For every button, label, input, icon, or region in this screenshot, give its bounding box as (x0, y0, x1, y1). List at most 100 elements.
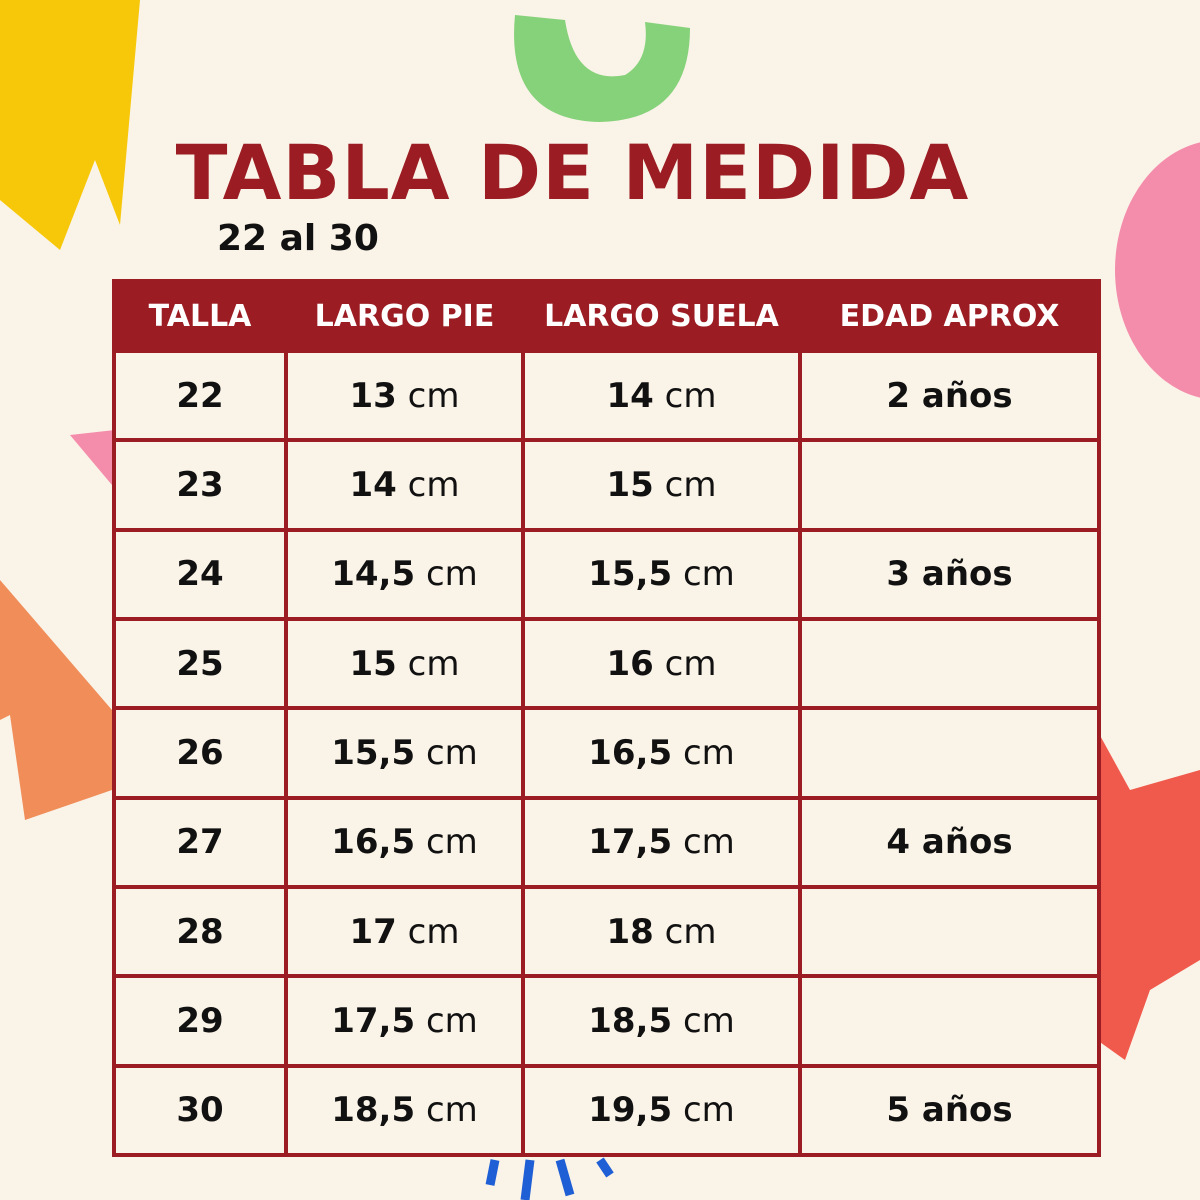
red-star (1097, 730, 1200, 1060)
measure-value: 16 (606, 643, 654, 684)
table-row: 29 17,5 cm 18,5 cm (112, 974, 1101, 1068)
age: 2 años (886, 375, 1013, 416)
measure-unit: cm (682, 732, 735, 773)
measure-value: 15,5 (331, 732, 416, 773)
measure-unit: cm (407, 911, 460, 952)
size-cell: 29 (112, 974, 288, 1068)
table-body: 22 13 cm 14 cm 2 años 23 14 cm 15 cm 24 14,5 cm 1… (112, 348, 1101, 1158)
size-cell: 22 (112, 348, 288, 443)
subtitle: 22 al 30 (217, 218, 379, 259)
measure-value: 17,5 (331, 1000, 416, 1041)
largo-suela-cell: 15 cm (521, 438, 802, 532)
measure-value: 18,5 (331, 1090, 416, 1131)
measure-value: 15 (349, 643, 397, 684)
table-row: 24 14,5 cm 15,5 cm 3 años (112, 527, 1101, 621)
measure-value: 14 (349, 464, 397, 505)
measure-value: 17 (349, 911, 397, 952)
largo-suela-cell: 18 cm (521, 884, 802, 979)
size: 28 (176, 911, 224, 952)
age-cell (798, 706, 1101, 800)
measure-unit: cm (664, 643, 717, 684)
measure-value: 18 (606, 911, 654, 952)
measure-unit: cm (664, 375, 717, 416)
measure-unit: cm (407, 375, 460, 416)
largo-pie-cell: 15,5 cm (284, 706, 525, 800)
largo-suela-cell: 16 cm (521, 616, 802, 711)
largo-pie-cell: 17 cm (284, 884, 525, 979)
largo-suela-cell: 14 cm (521, 348, 802, 443)
measure-unit: cm (682, 1090, 735, 1131)
measure-value: 18,5 (588, 1000, 673, 1041)
size: 27 (176, 822, 224, 863)
largo-pie-cell: 16,5 cm (284, 795, 525, 889)
largo-suela-cell: 15,5 cm (521, 527, 802, 621)
largo-suela-cell: 17,5 cm (521, 795, 802, 889)
measure-unit: cm (682, 1000, 735, 1041)
size-cell: 26 (112, 706, 288, 800)
size: 30 (176, 1090, 224, 1131)
orange-shape (0, 580, 112, 820)
largo-pie-cell: 17,5 cm (284, 974, 525, 1068)
measure-unit: cm (425, 732, 478, 773)
table-row: 28 17 cm 18 cm (112, 884, 1101, 979)
column-header: LARGO SUELA (521, 279, 802, 353)
largo-suela-cell: 19,5 cm (521, 1063, 802, 1158)
age: 3 años (886, 554, 1013, 595)
size: 24 (176, 554, 224, 595)
size: 25 (176, 643, 224, 684)
largo-pie-cell: 18,5 cm (284, 1063, 525, 1158)
table-row: 26 15,5 cm 16,5 cm (112, 706, 1101, 800)
age: 4 años (886, 822, 1013, 863)
measure-unit: cm (407, 643, 460, 684)
table-row: 27 16,5 cm 17,5 cm 4 años (112, 795, 1101, 889)
size-cell: 28 (112, 884, 288, 979)
measure-value: 14,5 (331, 554, 416, 595)
age-cell: 3 años (798, 527, 1101, 621)
pink-triangle (70, 430, 115, 485)
measure-value: 15 (606, 464, 654, 505)
measure-value: 17,5 (588, 822, 673, 863)
size-cell: 25 (112, 616, 288, 711)
table-row: 23 14 cm 15 cm (112, 438, 1101, 532)
measure-unit: cm (425, 822, 478, 863)
size: 26 (176, 732, 224, 773)
measure-value: 19,5 (588, 1090, 673, 1131)
size: 22 (176, 375, 224, 416)
age-cell: 5 años (798, 1063, 1101, 1158)
age-cell (798, 884, 1101, 979)
measure-value: 14 (606, 375, 654, 416)
table-row: 30 18,5 cm 19,5 cm 5 años (112, 1063, 1101, 1158)
pink-blob (1115, 142, 1200, 398)
largo-pie-cell: 14 cm (284, 438, 525, 532)
age-cell: 4 años (798, 795, 1101, 889)
size-cell: 27 (112, 795, 288, 889)
size: 29 (176, 1000, 224, 1041)
largo-suela-cell: 16,5 cm (521, 706, 802, 800)
measure-unit: cm (682, 822, 735, 863)
table-row: 25 15 cm 16 cm (112, 616, 1101, 711)
measure-unit: cm (407, 464, 460, 505)
title: TABLA DE MEDIDA (175, 128, 970, 217)
measure-unit: cm (425, 1090, 478, 1131)
largo-pie-cell: 13 cm (284, 348, 525, 443)
blue-lines (485, 1157, 614, 1200)
measure-unit: cm (425, 1000, 478, 1041)
column-header: LARGO PIE (284, 279, 525, 353)
yellow-shape (0, 0, 140, 250)
age-cell (798, 438, 1101, 532)
table-row: 22 13 cm 14 cm 2 años (112, 348, 1101, 443)
measure-unit: cm (682, 554, 735, 595)
column-header: TALLA (112, 279, 288, 353)
measure-unit: cm (664, 464, 717, 505)
size: 23 (176, 464, 224, 505)
largo-pie-cell: 14,5 cm (284, 527, 525, 621)
size-cell: 24 (112, 527, 288, 621)
size-table: TALLA LARGO PIE LARGO SUELA EDAD APROX 22 13… (112, 279, 1101, 1158)
largo-pie-cell: 15 cm (284, 616, 525, 711)
measure-unit: cm (425, 554, 478, 595)
column-header: EDAD APROX (798, 279, 1101, 353)
measure-value: 16,5 (331, 822, 416, 863)
age-cell: 2 años (798, 348, 1101, 443)
